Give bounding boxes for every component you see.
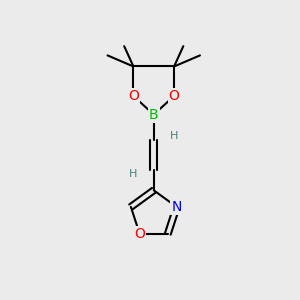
Text: O: O [128,89,139,103]
Text: H: H [170,131,178,141]
Text: O: O [134,227,145,241]
Text: N: N [171,200,182,214]
Text: H: H [129,169,138,179]
Text: B: B [149,107,159,122]
Text: O: O [169,89,179,103]
